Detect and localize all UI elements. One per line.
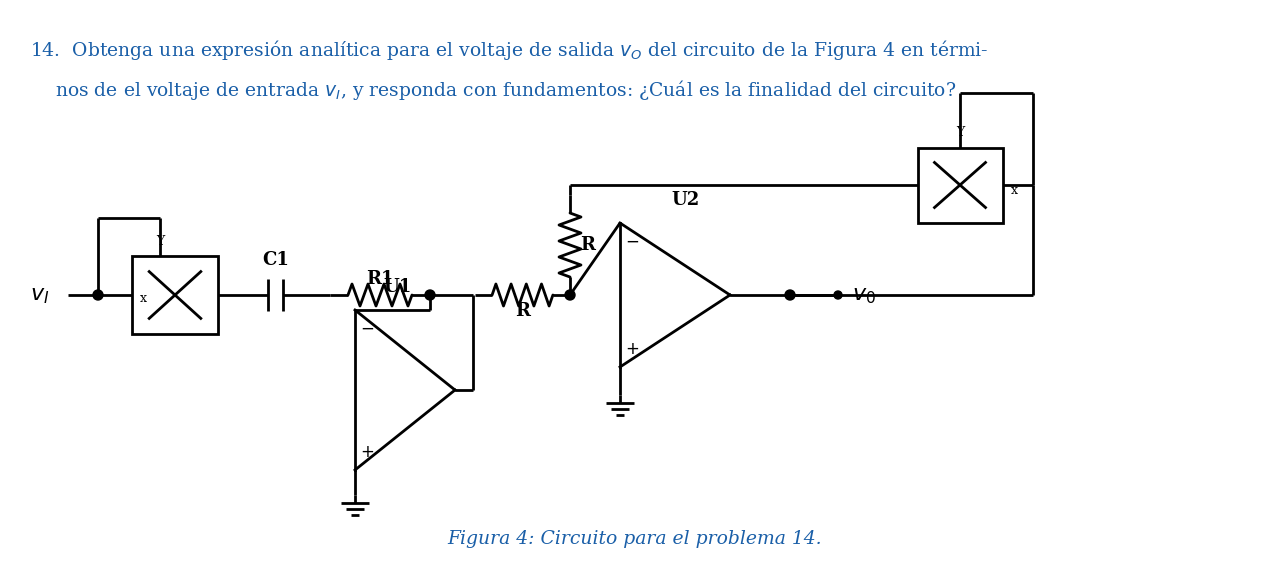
Text: $+$: $+$ <box>625 340 639 358</box>
Bar <box>918 147 1003 223</box>
Text: Y: Y <box>156 235 164 248</box>
Text: $v_I$: $v_I$ <box>31 284 50 306</box>
Text: U1: U1 <box>383 278 411 296</box>
Circle shape <box>785 290 794 300</box>
Circle shape <box>566 290 574 300</box>
Text: $-$: $-$ <box>360 319 374 337</box>
Text: R: R <box>581 236 596 254</box>
Bar <box>132 256 219 334</box>
Text: $-$: $-$ <box>625 232 639 250</box>
Text: R: R <box>515 302 530 320</box>
Circle shape <box>425 290 435 300</box>
Text: Y: Y <box>956 126 965 140</box>
Text: $v_0$: $v_0$ <box>852 284 876 306</box>
Text: x: x <box>140 292 147 306</box>
Text: x: x <box>1010 183 1018 197</box>
Text: $+$: $+$ <box>360 443 374 461</box>
Circle shape <box>834 291 841 299</box>
Text: Figura 4: Circuito para el problema 14.: Figura 4: Circuito para el problema 14. <box>447 530 822 548</box>
Text: R1: R1 <box>366 270 394 288</box>
Text: U2: U2 <box>672 191 700 209</box>
Circle shape <box>93 290 103 300</box>
Text: C1: C1 <box>262 251 289 269</box>
Text: 14.  Obtenga una expresión analítica para el voltaje de salida $v_O$ del circuit: 14. Obtenga una expresión analítica para… <box>31 38 989 62</box>
Text: nos de el voltaje de entrada $v_I$, y responda con fundamentos: ¿Cuál es la fina: nos de el voltaje de entrada $v_I$, y re… <box>55 78 956 102</box>
